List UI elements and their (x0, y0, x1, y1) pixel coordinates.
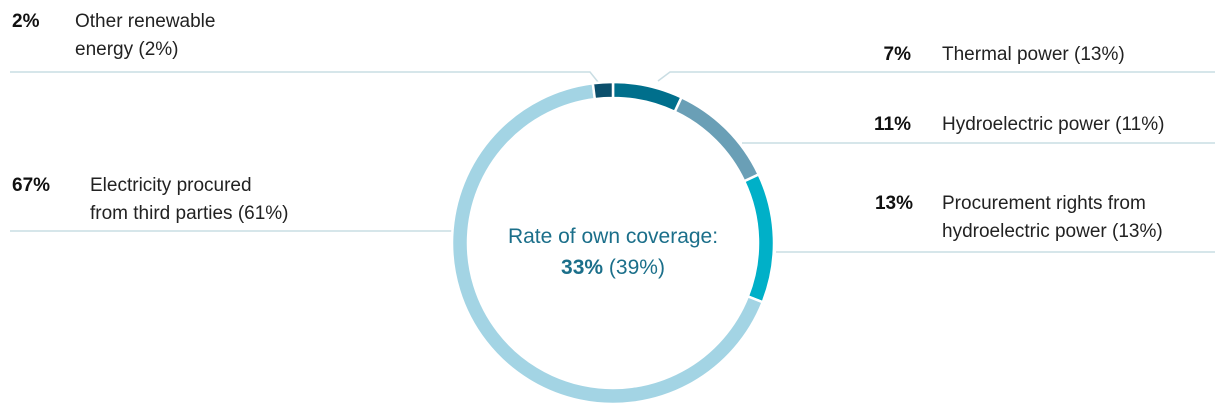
legend-label: Procurement rights from hydroelectric po… (942, 193, 1163, 242)
legend-label: Hydroelectric power (11%) (942, 114, 1165, 135)
donut-segment (591, 80, 615, 101)
center-value-row: 33% (39%) (453, 253, 773, 282)
center-value: 33% (561, 256, 604, 279)
value-label: 7% (883, 44, 911, 65)
center-previous: (39%) (608, 256, 665, 279)
value-label: 2% (12, 11, 40, 32)
value-label: 13% (874, 193, 913, 214)
legend-label: Electricity procured from third parties … (90, 175, 289, 224)
legend-label: Thermal power (13%) (942, 44, 1125, 65)
leader-line (10, 71, 599, 83)
donut-segment (611, 80, 684, 114)
center-label: Rate of own coverage: (507, 225, 719, 248)
legend-label: Other renewable energy (2%) (75, 11, 216, 60)
leader-line (657, 71, 1215, 82)
value-label: 11% (874, 114, 911, 135)
donut-segment (673, 95, 761, 183)
value-label: 67% (12, 175, 51, 196)
